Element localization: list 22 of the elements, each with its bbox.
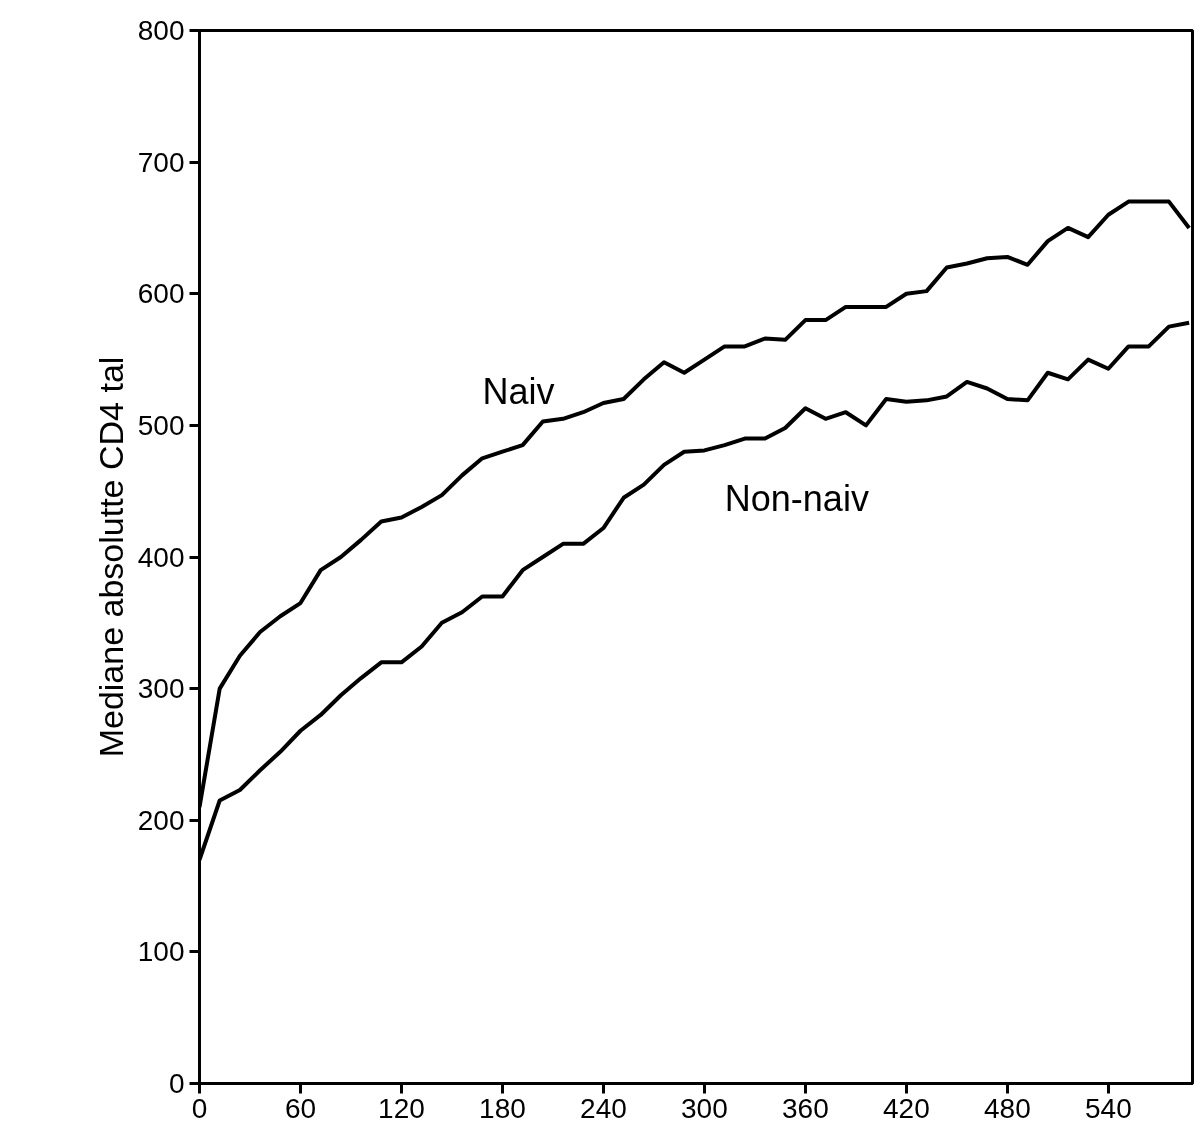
y-tick-label: 800 <box>137 15 185 46</box>
y-tick-label: 200 <box>137 804 185 836</box>
x-tick-label: 0 <box>191 1092 208 1124</box>
y-tick-label: 500 <box>137 409 185 441</box>
y-axis-title: Mediane absolutte CD4 tal <box>91 356 130 758</box>
x-tick-label: 420 <box>883 1092 930 1124</box>
y-tick-label: 300 <box>137 673 185 705</box>
y-tick-label: 0 <box>168 1068 185 1099</box>
x-tick-label: 300 <box>681 1092 728 1124</box>
x-tick-label: 540 <box>1084 1092 1132 1124</box>
series-label: Naiv <box>482 371 555 413</box>
x-tick-label: 360 <box>782 1092 829 1124</box>
x-tick-label: 180 <box>479 1092 526 1124</box>
y-tick-label: 400 <box>137 541 185 573</box>
x-tick-label: 60 <box>284 1092 317 1124</box>
y-tick-label: 700 <box>137 146 185 178</box>
x-tick-label: 120 <box>378 1092 425 1124</box>
x-tick-label: 240 <box>580 1092 627 1124</box>
x-tick-label: 480 <box>984 1092 1031 1124</box>
series-label: Non-naiv <box>724 478 869 520</box>
y-tick-label: 600 <box>137 278 185 310</box>
y-tick-label: 100 <box>137 936 185 968</box>
